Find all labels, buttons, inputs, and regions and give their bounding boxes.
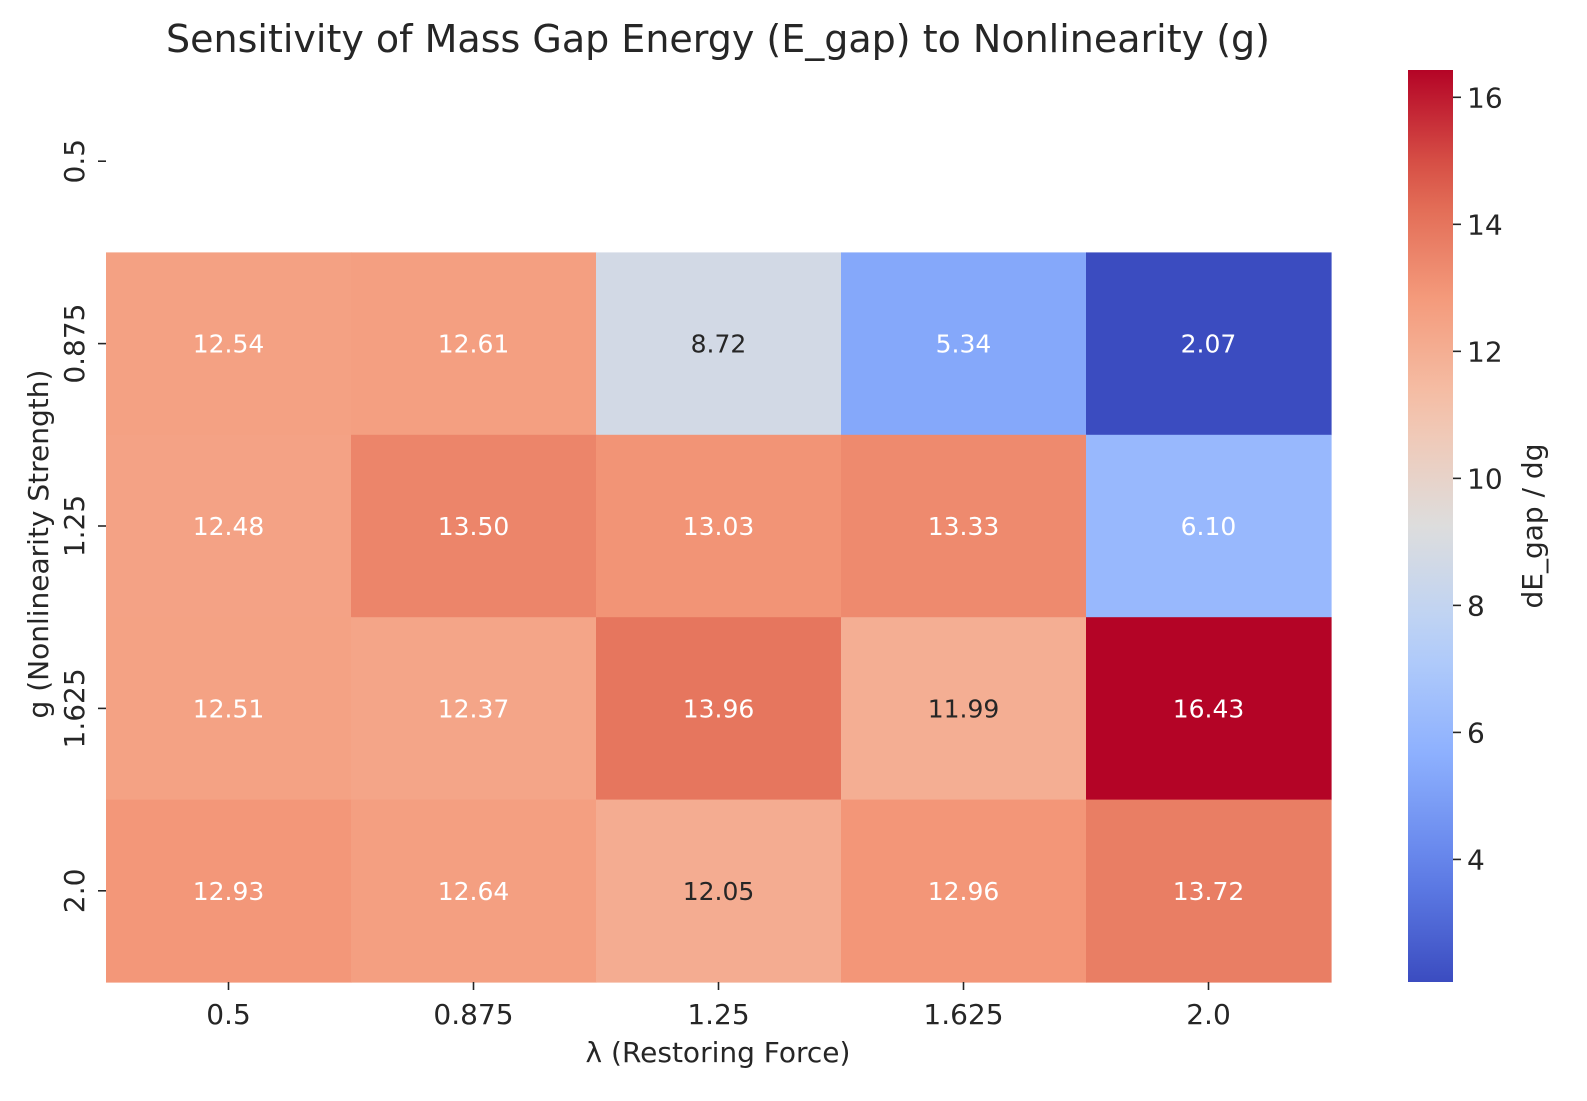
colorbar-tick-label: 14 (1467, 208, 1503, 241)
cell-value-label: 8.72 (691, 330, 747, 359)
colorbar-label: dE_gap / dg (1516, 444, 1549, 609)
heatmap-cell (596, 617, 842, 801)
x-tick-label: 1.25 (687, 998, 749, 1031)
colorbar-tick-label: 8 (1467, 589, 1485, 622)
heatmap-cell (351, 617, 597, 801)
chart-title: Sensitivity of Mass Gap Energy (E_gap) t… (166, 17, 1270, 61)
heatmap-cell (596, 434, 842, 618)
cell-value-label: 5.34 (936, 330, 992, 359)
heatmap-cell (351, 799, 597, 983)
cell-value-label: 6.10 (1181, 512, 1237, 541)
heatmap-cell (351, 252, 597, 436)
colorbar-tick-label: 4 (1467, 843, 1485, 876)
y-axis: 0.5 0.875 1.25 1.625 2.0 (58, 139, 106, 913)
cell-annotations: 12.54 12.61 8.72 5.34 2.07 12.48 13.50 13.03 13.… (193, 330, 1245, 906)
y-tick-label: 1.625 (58, 668, 91, 748)
cell-value-label: 11.99 (928, 694, 1000, 723)
heatmap-cell (106, 617, 352, 801)
heatmap-cell (106, 252, 352, 436)
cell-value-label: 16.43 (1173, 694, 1245, 723)
colorbar: 4 6 8 10 12 14 16 (1408, 70, 1503, 982)
x-tick-label: 0.5 (206, 998, 251, 1031)
x-tick-label: 2.0 (1186, 998, 1231, 1031)
heatmap-cell (1086, 434, 1332, 618)
heatmap-cell (596, 252, 842, 436)
cell-value-label: 13.33 (928, 512, 1000, 541)
colorbar-tick-label: 10 (1467, 462, 1503, 495)
cell-value-label: 12.37 (438, 694, 510, 723)
x-axis-label: λ (Restoring Force) (586, 1036, 851, 1069)
heatmap-cell (841, 617, 1087, 801)
colorbar-tick-label: 6 (1467, 716, 1485, 749)
colorbar-tick-label: 12 (1467, 335, 1503, 368)
heatmap-cell (596, 799, 842, 983)
heatmap-cell (841, 252, 1087, 436)
y-tick-label: 2.0 (58, 869, 91, 914)
heatmap-cell (841, 434, 1087, 618)
heatmap-cell (351, 434, 597, 618)
cell-value-label: 12.64 (438, 877, 510, 906)
x-tick-label: 1.625 (923, 998, 1003, 1031)
cell-value-label: 12.54 (193, 330, 265, 359)
cell-value-label: 13.96 (683, 694, 755, 723)
x-tick-label: 0.875 (433, 998, 513, 1031)
y-axis-label: g (Nonlinearity Strength) (22, 370, 55, 719)
cell-value-label: 12.96 (928, 877, 1000, 906)
y-tick-label: 0.5 (58, 139, 91, 184)
heatmap-cell (1086, 617, 1332, 801)
x-axis: 0.5 0.875 1.25 1.625 2.0 (206, 982, 1231, 1031)
cell-value-label: 12.93 (193, 877, 265, 906)
colorbar-tick-label: 16 (1467, 81, 1503, 114)
colorbar-gradient (1408, 70, 1453, 982)
cell-value-label: 13.03 (683, 512, 755, 541)
heatmap-cell (1086, 252, 1332, 436)
cell-value-label: 13.50 (438, 512, 510, 541)
cell-value-label: 12.48 (193, 512, 265, 541)
y-tick-label: 1.25 (58, 495, 91, 557)
heatmap-cells (106, 252, 1332, 983)
cell-value-label: 12.61 (438, 330, 510, 359)
heatmap-cell (106, 799, 352, 983)
cell-value-label: 13.72 (1173, 877, 1245, 906)
heatmap-cell (106, 434, 352, 618)
cell-value-label: 12.05 (683, 877, 755, 906)
heatmap-cell (1086, 799, 1332, 983)
cell-value-label: 2.07 (1181, 330, 1237, 359)
y-tick-label: 0.875 (58, 304, 91, 384)
cell-value-label: 12.51 (193, 694, 265, 723)
heatmap-cell (841, 799, 1087, 983)
